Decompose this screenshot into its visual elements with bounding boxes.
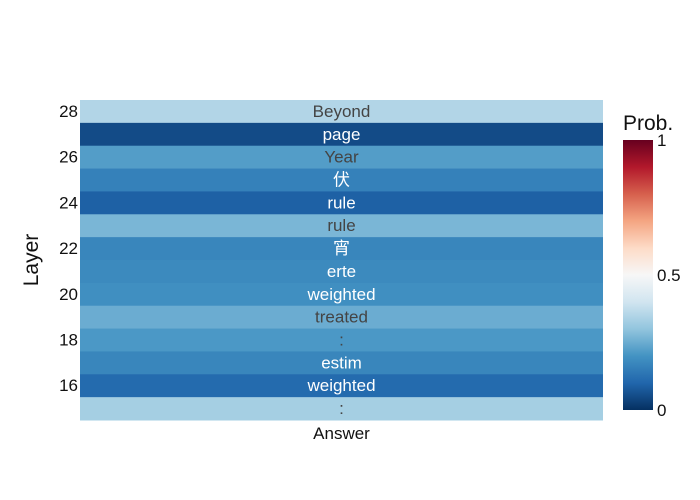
heatmap-cell-layer-23 bbox=[80, 214, 603, 238]
heatmap-cell-layer-22 bbox=[80, 237, 603, 261]
heatmap-cell-layer-27 bbox=[80, 122, 603, 147]
y-tick-18: 18 bbox=[59, 331, 78, 350]
heatmap-cell-layer-24 bbox=[80, 191, 603, 215]
heatmap-cell-layer-26 bbox=[80, 145, 603, 170]
heatmap-cell-layer-20 bbox=[80, 282, 603, 307]
heatmap-cell-layer-19 bbox=[80, 305, 603, 330]
x-tick-answer: Answer bbox=[313, 424, 370, 443]
cell-label-layer-26: Year bbox=[324, 148, 359, 167]
y-tick-20: 20 bbox=[59, 285, 78, 304]
cell-label-layer-19: treated bbox=[315, 308, 368, 327]
cell-label-layer-22: 宵 bbox=[333, 239, 350, 258]
heatmap-cell-layer-15 bbox=[80, 397, 603, 421]
y-tick-22: 22 bbox=[59, 239, 78, 258]
cell-label-layer-25: 伏 bbox=[333, 171, 350, 190]
y-axis-title: Layer bbox=[20, 234, 43, 287]
y-tick-24: 24 bbox=[59, 193, 78, 212]
cell-label-layer-21: erte bbox=[327, 262, 356, 281]
heatmap-cell-layer-16 bbox=[80, 374, 603, 398]
heatmap-cell-layer-28 bbox=[80, 100, 603, 124]
cell-label-layer-28: Beyond bbox=[313, 102, 371, 121]
colorbar-gradient bbox=[623, 140, 653, 410]
heatmap-cell-layer-18 bbox=[80, 328, 603, 352]
cell-label-layer-16: weighted bbox=[306, 376, 375, 395]
y-tick-26: 26 bbox=[59, 148, 78, 167]
heatmap-cell-layer-17 bbox=[80, 351, 603, 375]
cell-label-layer-27: page bbox=[323, 125, 361, 144]
cell-label-layer-20: weighted bbox=[306, 285, 375, 304]
cell-label-layer-15: : bbox=[339, 399, 344, 418]
cell-label-layer-18: : bbox=[339, 331, 344, 350]
y-tick-16: 16 bbox=[59, 376, 78, 395]
heatmap-cells: Beyond page Year 伏 rule rule 宵 erte weighted trea… bbox=[80, 100, 603, 421]
y-tick-28: 28 bbox=[59, 102, 78, 121]
heatmap-cell-layer-21 bbox=[80, 260, 603, 284]
colorbar: Prob. 1 0.5 0 bbox=[623, 112, 681, 420]
colorbar-tick-0.5: 0.5 bbox=[657, 266, 681, 285]
cell-label-layer-23: rule bbox=[327, 216, 355, 235]
y-axis-ticks: 28 26 24 22 20 18 16 bbox=[59, 102, 78, 395]
colorbar-title: Prob. bbox=[623, 112, 673, 135]
cell-label-layer-17: estim bbox=[321, 353, 362, 372]
colorbar-tick-0: 0 bbox=[657, 401, 666, 420]
colorbar-tick-1: 1 bbox=[657, 131, 666, 150]
cell-label-layer-24: rule bbox=[327, 193, 355, 212]
heatmap-cell-layer-25 bbox=[80, 168, 603, 192]
